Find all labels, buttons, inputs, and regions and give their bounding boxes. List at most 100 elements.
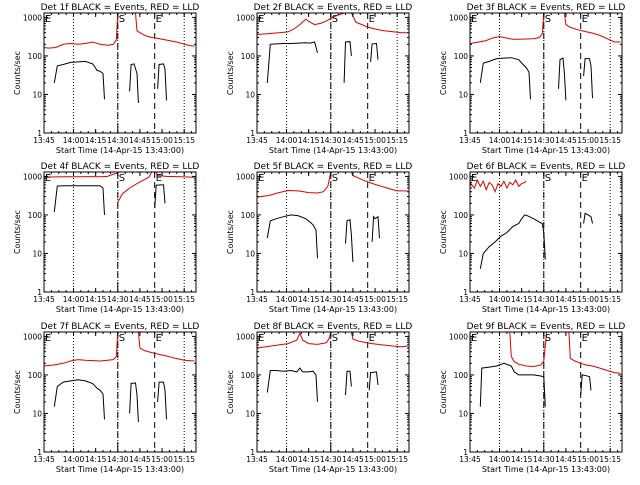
x-tick-label: 14:15 bbox=[511, 136, 533, 145]
x-axis-label: Start Time (14-Apr-15 13:43:00) bbox=[482, 305, 610, 314]
x-tick-label: 14:30 bbox=[533, 455, 555, 464]
x-tick-label: 14:30 bbox=[107, 136, 129, 145]
events-series-3 bbox=[580, 374, 592, 396]
panel-9: Det 9f BLACK = Events, RED = LLD 1 10 100 10… bbox=[439, 322, 625, 474]
events-series-2 bbox=[479, 57, 531, 100]
lld-series-0 bbox=[470, 178, 527, 194]
x-axis-label: Start Time (14-Apr-15 13:43:00) bbox=[482, 465, 610, 474]
marker-s: S bbox=[332, 173, 338, 184]
plot-frame bbox=[43, 12, 197, 134]
panel-2: Det 2f BLACK = Events, RED = LLD 1 10 100 10… bbox=[226, 3, 412, 155]
marker-e: E bbox=[156, 333, 162, 344]
events-series-4 bbox=[371, 215, 380, 242]
x-tick-label: 14:45 bbox=[342, 136, 364, 145]
y-tick-label: 100 bbox=[28, 211, 43, 220]
x-tick-label: 14:45 bbox=[555, 295, 577, 304]
plot-frame bbox=[256, 12, 410, 134]
y-tick-label: 100 bbox=[241, 371, 256, 380]
x-tick-label: 13:45 bbox=[246, 455, 268, 464]
x-axis-label: Start Time (14-Apr-15 13:43:00) bbox=[269, 305, 397, 314]
y-tick-label: 1000 bbox=[23, 332, 42, 341]
marker-e: E bbox=[156, 173, 162, 184]
x-tick-label: 14:45 bbox=[129, 455, 151, 464]
marker-s: S bbox=[545, 14, 551, 25]
marker-s: S bbox=[545, 173, 551, 184]
panel-7: Det 7f BLACK = Events, RED = LLD 1 10 100 10… bbox=[13, 322, 199, 474]
y-tick-label: 1 bbox=[37, 288, 42, 297]
y-tick-label: 10 bbox=[32, 409, 42, 418]
lld-series-0 bbox=[44, 172, 118, 178]
x-tick-label: 14:00 bbox=[63, 455, 85, 464]
panel-title: Det 2f BLACK = Events, RED = LLD bbox=[254, 3, 413, 13]
events-series-2 bbox=[583, 212, 593, 224]
x-tick-label: 14:15 bbox=[511, 455, 533, 464]
events-series-4 bbox=[154, 184, 166, 209]
events-series-3 bbox=[129, 63, 139, 104]
lld-series-0 bbox=[509, 332, 548, 368]
y-tick-label: 1000 bbox=[449, 172, 468, 181]
x-tick-label: 14:45 bbox=[555, 136, 577, 145]
x-tick-label: 14:15 bbox=[85, 295, 107, 304]
x-tick-label: 13:45 bbox=[33, 295, 55, 304]
x-tick-label: 15:00 bbox=[577, 136, 599, 145]
y-tick-label: 1 bbox=[250, 129, 255, 138]
x-tick-label: 13:45 bbox=[246, 295, 268, 304]
events-series-2 bbox=[479, 362, 546, 407]
start-edge-marker: E bbox=[45, 173, 51, 184]
panel-6: Det 6f BLACK = Events, RED = LLD 1 10 100 10… bbox=[439, 162, 625, 314]
lld-series-0 bbox=[257, 13, 345, 35]
events-series-3 bbox=[345, 370, 352, 396]
y-axis-label: Counts/sec bbox=[439, 370, 448, 414]
x-tick-label: 14:15 bbox=[511, 295, 533, 304]
panel-1: Det 1f BLACK = Events, RED = LLD 1 10 100 10… bbox=[13, 3, 199, 155]
plot-frame bbox=[43, 171, 197, 293]
y-tick-label: 1000 bbox=[236, 13, 255, 22]
marker-s: S bbox=[119, 333, 125, 344]
x-tick-label: 14:15 bbox=[298, 136, 320, 145]
y-tick-label: 1000 bbox=[23, 13, 42, 22]
x-tick-label: 15:00 bbox=[364, 136, 386, 145]
x-tick-label: 15:00 bbox=[364, 295, 386, 304]
events-series-1 bbox=[479, 214, 546, 269]
y-tick-label: 100 bbox=[454, 211, 469, 220]
x-tick-label: 13:45 bbox=[33, 455, 55, 464]
lld-series-1 bbox=[137, 332, 195, 362]
y-axis-label: Counts/sec bbox=[13, 210, 22, 254]
x-tick-label: 15:15 bbox=[173, 136, 195, 145]
start-edge-marker: E bbox=[471, 173, 477, 184]
x-tick-label: 15:15 bbox=[173, 455, 195, 464]
y-axis-label: Counts/sec bbox=[439, 210, 448, 254]
x-tick-label: 14:45 bbox=[129, 136, 151, 145]
events-series-3 bbox=[345, 218, 354, 263]
events-series-4 bbox=[583, 58, 593, 99]
y-tick-label: 10 bbox=[458, 249, 468, 258]
y-tick-label: 1000 bbox=[23, 172, 42, 181]
x-tick-label: 14:15 bbox=[298, 295, 320, 304]
y-axis-label: Counts/sec bbox=[13, 51, 22, 95]
y-tick-label: 100 bbox=[454, 371, 469, 380]
marker-e: E bbox=[582, 173, 588, 184]
y-axis-label: Counts/sec bbox=[226, 370, 235, 414]
x-tick-label: 14:00 bbox=[276, 136, 298, 145]
plot-frame bbox=[469, 331, 623, 453]
x-tick-label: 14:30 bbox=[533, 295, 555, 304]
start-edge-marker: E bbox=[258, 173, 264, 184]
y-tick-label: 1 bbox=[463, 448, 468, 457]
y-axis-label: Counts/sec bbox=[13, 370, 22, 414]
x-tick-label: 15:00 bbox=[151, 295, 173, 304]
y-tick-label: 100 bbox=[28, 371, 43, 380]
events-series-3 bbox=[558, 57, 567, 101]
marker-e: E bbox=[369, 173, 375, 184]
x-axis-label: Start Time (14-Apr-15 13:43:00) bbox=[269, 465, 397, 474]
y-tick-label: 10 bbox=[32, 249, 42, 258]
lld-series-1 bbox=[568, 332, 621, 374]
y-tick-label: 10 bbox=[32, 90, 42, 99]
y-tick-label: 1000 bbox=[236, 172, 255, 181]
x-tick-label: 15:15 bbox=[386, 295, 408, 304]
x-tick-label: 14:30 bbox=[320, 136, 342, 145]
events-series-2 bbox=[53, 379, 105, 420]
events-series-4 bbox=[370, 42, 379, 62]
x-tick-label: 13:45 bbox=[459, 455, 481, 464]
x-tick-label: 13:45 bbox=[459, 295, 481, 304]
lld-series-1 bbox=[117, 172, 153, 202]
